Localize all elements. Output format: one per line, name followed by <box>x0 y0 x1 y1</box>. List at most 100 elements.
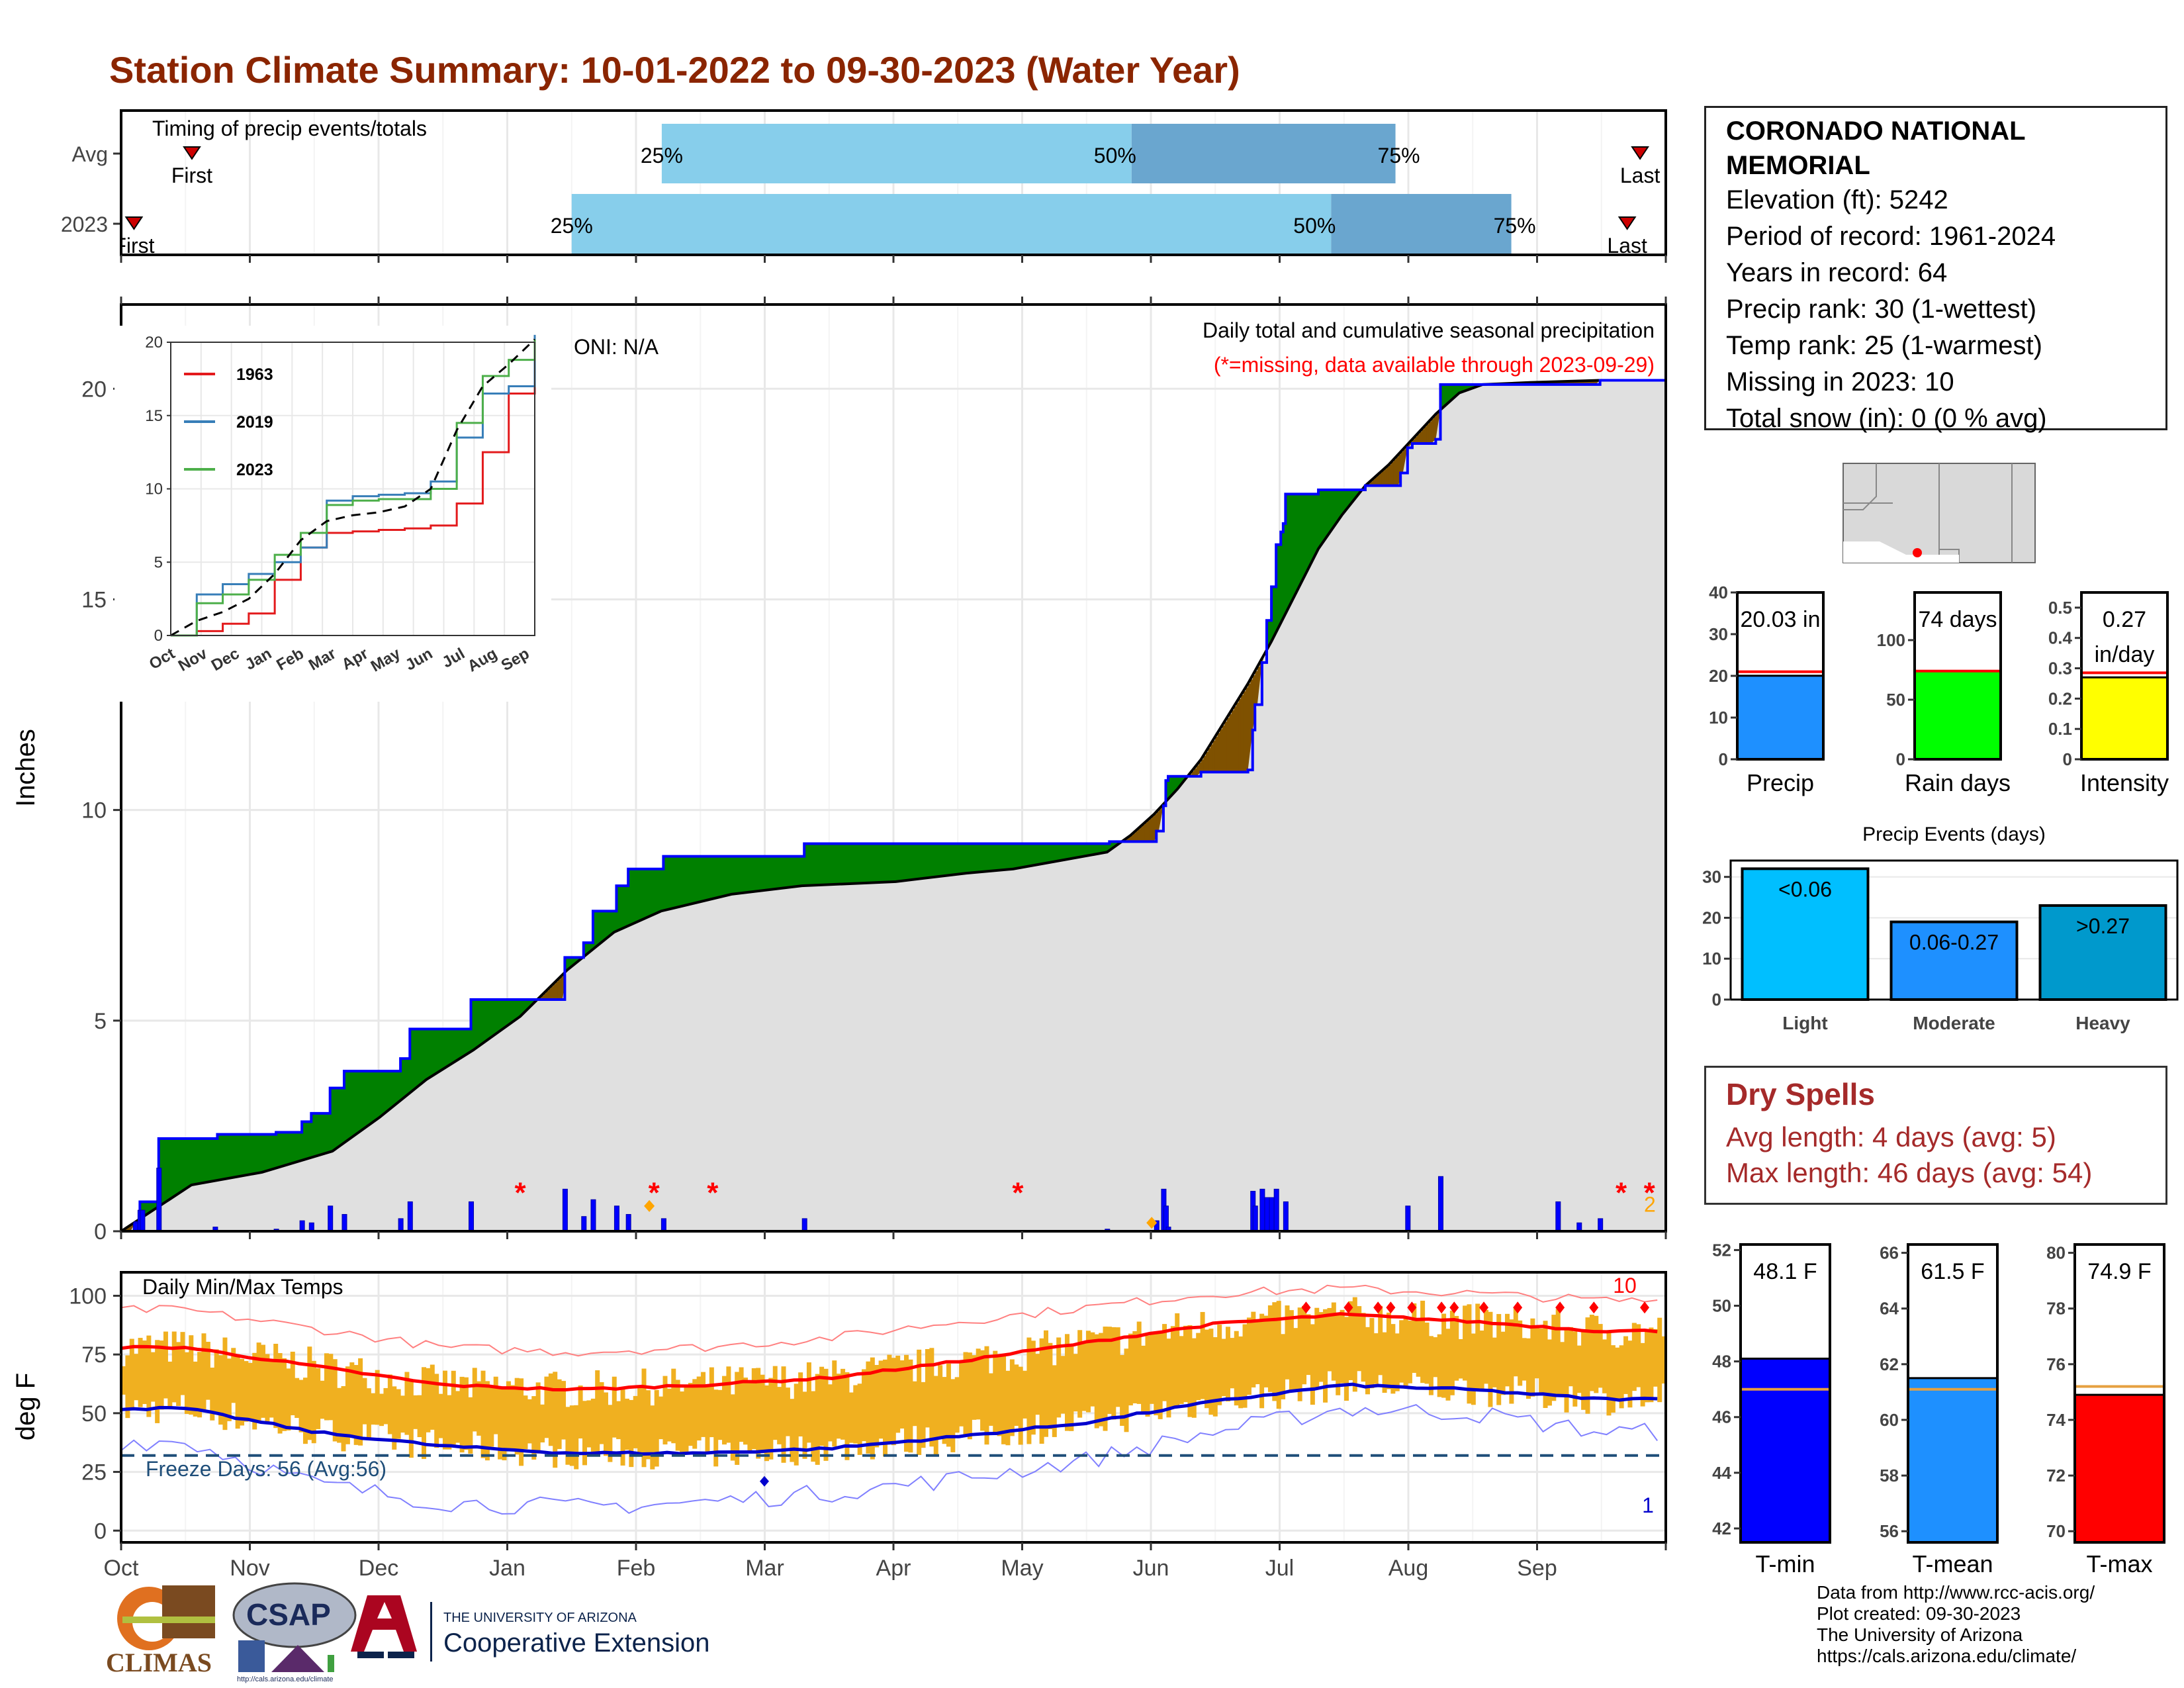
daily-temp-bar <box>307 1346 312 1440</box>
inset-legend-label: 1963 <box>236 365 273 384</box>
daily-temp-bar <box>1463 1305 1468 1381</box>
daily-temp-bar <box>345 1366 350 1444</box>
daily-precip-bar <box>614 1205 619 1232</box>
anomaly-fill <box>935 843 939 877</box>
station-precip-rank: Precip rank: 30 (1-wettest) <box>1726 295 2037 324</box>
anomaly-fill <box>487 1000 490 1041</box>
anomaly-fill <box>496 1000 500 1033</box>
anomaly-fill <box>660 868 664 912</box>
daily-temp-bar <box>726 1366 731 1443</box>
daily-temp-bar <box>688 1383 693 1446</box>
anomaly-fill <box>191 1139 195 1185</box>
daily-temp-bar <box>1623 1336 1629 1394</box>
daily-temp-bar <box>1479 1331 1484 1390</box>
anomaly-fill <box>1111 841 1115 849</box>
summary-y-tick: 48 <box>1712 1352 1731 1372</box>
anomaly-fill <box>569 957 572 968</box>
anomaly-fill <box>384 1071 387 1114</box>
anomaly-fill <box>386 1071 390 1112</box>
anomaly-fill <box>654 868 657 915</box>
summary-y-tick: 0.1 <box>2048 719 2072 739</box>
anomaly-fill <box>1426 424 1430 444</box>
anomaly-fill <box>1194 768 1197 776</box>
anomaly-fill <box>929 843 932 878</box>
anomaly-fill <box>882 843 885 882</box>
anomaly-fill <box>492 1000 495 1037</box>
anomaly-fill <box>454 1029 458 1062</box>
summary-frame <box>2073 1243 2165 1544</box>
anomaly-fill <box>1252 675 1256 730</box>
anomaly-fill <box>222 1134 225 1180</box>
missing-marker: * <box>1615 1176 1627 1209</box>
event-category-label: Moderate <box>1913 1013 1995 1033</box>
station-missing: Missing in 2023: 10 <box>1726 367 1954 397</box>
daily-temp-bar <box>1555 1309 1561 1395</box>
month-tick-label: Jul <box>1265 1556 1294 1581</box>
anomaly-fill <box>830 843 833 885</box>
page-title: Station Climate Summary: 10-01-2022 to 0… <box>109 49 1240 91</box>
anomaly-fill <box>473 1000 477 1051</box>
anomaly-fill <box>1013 843 1017 869</box>
anomaly-fill <box>991 843 995 871</box>
daily-temp-bar <box>751 1368 756 1450</box>
anomaly-fill <box>1203 755 1206 773</box>
anomaly-fill <box>607 911 610 938</box>
anomaly-fill <box>1006 843 1009 870</box>
station-snow: Total snow (in): 0 (0 % avg) <box>1726 404 2047 433</box>
events-title: Precip Events (days) <box>1862 823 2046 845</box>
anomaly-fill <box>647 868 650 917</box>
daily-temp-bar <box>921 1382 926 1448</box>
daily-temp-bar <box>1581 1332 1586 1410</box>
anomaly-fill <box>377 1071 380 1119</box>
timing-title: Timing of precip events/totals <box>152 117 427 140</box>
anomaly-fill <box>635 868 639 923</box>
anomaly-fill <box>1266 620 1270 650</box>
daily-precip-bar <box>469 1201 475 1232</box>
daily-temp-bar <box>705 1387 710 1454</box>
daily-temp-bar <box>747 1381 752 1454</box>
record-min-line <box>120 1404 1659 1515</box>
summary-y-tick: 74 <box>2046 1410 2066 1430</box>
anomaly-fill <box>1293 494 1296 600</box>
daily-temp-bar <box>1217 1325 1222 1405</box>
daily-temp-bar <box>895 1355 901 1433</box>
anomaly-fill <box>856 843 859 884</box>
precip-y-tick-label: 10 <box>81 798 107 823</box>
summary-y-tick: 0.2 <box>2048 688 2072 708</box>
precip-y-tick-label: 20 <box>81 377 107 402</box>
daily-temp-bar <box>675 1380 680 1451</box>
anomaly-fill <box>410 1029 413 1093</box>
daily-temp-bar <box>1598 1324 1603 1388</box>
anomaly-fill <box>959 843 962 874</box>
daily-temp-bar <box>586 1400 592 1448</box>
event-bar-Moderate <box>1889 920 2019 1002</box>
anomaly-fill <box>1459 384 1463 393</box>
daily-temp-bar <box>764 1385 769 1462</box>
month-tick-label: Feb <box>617 1556 656 1581</box>
anomaly-fill <box>1243 691 1246 773</box>
anomaly-fill <box>304 1121 308 1160</box>
daily-temp-bar <box>997 1354 1002 1436</box>
month-tick-label: Jan <box>489 1556 525 1581</box>
anomaly-fill <box>1593 380 1596 385</box>
anomaly-fill <box>846 843 850 884</box>
daily-temp-bar <box>256 1342 261 1423</box>
daily-precip-bar <box>625 1214 631 1232</box>
daily-temp-bar <box>1361 1313 1366 1382</box>
anomaly-fill <box>1386 467 1390 486</box>
anomaly-fill <box>1032 843 1035 866</box>
locator-map <box>1843 463 2036 563</box>
daily-temp-bar <box>171 1331 177 1403</box>
anomaly-fill <box>543 993 547 1000</box>
daily-temp-bar <box>1267 1305 1273 1392</box>
daily-temp-bar <box>654 1389 659 1467</box>
daily-temp-bar <box>620 1387 625 1466</box>
daily-temp-bar <box>1543 1321 1548 1408</box>
anomaly-fill <box>792 856 796 887</box>
anomaly-fill <box>426 1029 430 1080</box>
anomaly-fill <box>1576 381 1580 385</box>
anomaly-fill <box>234 1134 237 1178</box>
avg-max-line <box>120 1312 1658 1392</box>
daily-temp-bar <box>1318 1312 1324 1382</box>
daily-temp-bar <box>531 1396 537 1460</box>
